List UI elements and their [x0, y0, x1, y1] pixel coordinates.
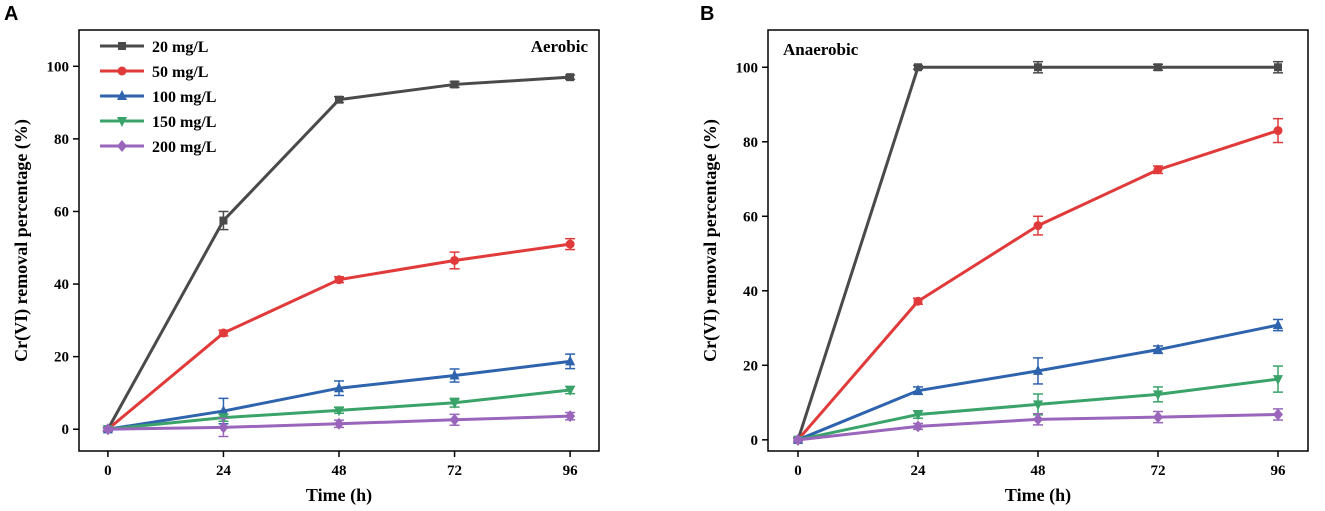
panel-a-data-point [450, 80, 459, 89]
panel-a-y-tick-label: 20 [54, 350, 69, 366]
panel-letter-b: B [700, 3, 714, 25]
panel-a-data-point [218, 328, 228, 338]
panel-a-x-tick-label: 0 [104, 463, 112, 479]
panel-b-x-tick-label: 96 [1271, 463, 1287, 479]
panel-a-y-tick-label: 80 [54, 132, 69, 148]
legend-label: 200 mg/L [152, 139, 216, 156]
panel-a-y-tick-label: 0 [62, 422, 70, 438]
panel-a-series-line [106, 242, 571, 431]
legend-marker [117, 117, 127, 127]
panel-a-data-point [219, 216, 228, 225]
panel-a-data-point [334, 382, 344, 393]
panel-a-x-tick-label: 24 [216, 463, 232, 479]
panel-a-y-tick-label: 60 [54, 204, 69, 220]
panel-b-data-point [1274, 63, 1282, 72]
panel-a-legend: 20 mg/L 50 mg/L 100 mg/L 150 mg/L 200 mg/L [100, 39, 216, 156]
panel-b-data-point [1034, 63, 1042, 72]
panel-b-data-point [1153, 343, 1163, 354]
panel-a-y-tick-label: 40 [54, 277, 69, 293]
panel-a-data-point [449, 413, 460, 426]
panel-b-data-point [913, 410, 923, 421]
panel-a-x-axis-title: Time (h) [306, 485, 372, 506]
panel-a-data-point [102, 423, 113, 436]
panel-b-data-point [1153, 411, 1163, 424]
panel-b-data-point [913, 296, 923, 306]
panel-b-y-axis-title: Cr(VI) removal percentage (%) [700, 119, 721, 362]
panel-b-data-point [793, 433, 803, 446]
chart-panel-a: 0 24 48 72 96 0 20 40 60 80 100 Time (h) Cr(VI) remo… [11, 29, 600, 506]
panel-b-data-point [913, 384, 923, 395]
panel-a-series-200mg-l [102, 410, 576, 438]
panel-a-data-point [449, 369, 460, 380]
panel-a-data-point [565, 386, 576, 397]
panel-a-y-tick-label: 100 [47, 59, 70, 75]
panel-a-x-tick-label: 72 [447, 463, 462, 479]
panel-b-x-tick-label: 24 [911, 463, 927, 479]
panel-a-data-point [334, 275, 344, 285]
panel-b-x-tick-label: 0 [794, 463, 802, 479]
panel-a-data-point [334, 406, 344, 417]
panel-b-data-point [1153, 390, 1163, 401]
panel-a-data-point [565, 355, 576, 366]
panel-b-y-tick-label: 100 [736, 60, 759, 76]
panel-a-data-point [449, 398, 460, 409]
legend-marker [117, 140, 127, 152]
panel-a-condition-label: Aerobic [531, 37, 589, 56]
panel-b-plot-frame [767, 29, 1309, 452]
panel-a-data-point [565, 410, 576, 423]
panel-a-data-point [334, 417, 344, 430]
panel-b-data-point [1033, 413, 1043, 426]
legend-label: 20 mg/L [152, 39, 208, 56]
panel-b-data-point [1033, 364, 1043, 375]
panel-b-x-tick-label: 72 [1151, 463, 1166, 479]
panel-a-data-point [218, 421, 229, 434]
panel-b-data-point [1033, 221, 1043, 231]
panel-b-condition-label: Anaerobic [783, 40, 859, 59]
panel-b-y-tick-label: 0 [751, 433, 759, 449]
panel-b-y-tick-label: 60 [743, 209, 758, 225]
panel-b-y-tick-label: 80 [743, 135, 758, 151]
panel-b-data-point [1273, 408, 1283, 421]
panel-a-series-50mg-l [102, 237, 576, 434]
panel-b-y-tick-label: 40 [743, 284, 758, 300]
panel-b-series-20mg-l [793, 60, 1283, 444]
panel-b-y-tick-label: 20 [743, 358, 758, 374]
panel-a-data-point [335, 95, 343, 104]
legend-label: 50 mg/L [152, 64, 208, 81]
panel-b-series-200mg-l [793, 408, 1283, 446]
panel-b-data-point [1153, 165, 1163, 175]
panel-a-data-point [565, 239, 575, 249]
legend-label: 150 mg/L [152, 114, 216, 131]
chart-panel-b: 0 24 48 72 96 0 20 40 60 80 100 Time (h) Cr(VI) remo… [700, 29, 1309, 506]
panel-b-data-point [1273, 375, 1283, 386]
legend-marker [117, 90, 127, 100]
panel-b-data-point [1033, 400, 1043, 411]
panel-a-data-point [566, 73, 575, 82]
panel-b-x-axis-title: Time (h) [1005, 485, 1071, 506]
panel-b-data-point [914, 63, 922, 72]
legend-marker [118, 42, 126, 50]
panel-a-data-point [450, 255, 460, 265]
panel-a-data-point [218, 405, 229, 416]
panel-b-data-point [1273, 319, 1283, 330]
panel-b-data-point [1273, 126, 1283, 136]
legend-label: 100 mg/L [152, 89, 216, 106]
panel-letter-a: A [4, 3, 18, 25]
panel-a-x-tick-label: 48 [332, 463, 347, 479]
legend-marker [117, 66, 127, 76]
panel-a-x-tick-label: 96 [563, 463, 579, 479]
panel-b-data-point [913, 420, 923, 433]
panel-b-data-point [1154, 63, 1162, 72]
panel-a-y-axis-title: Cr(VI) removal percentage (%) [11, 119, 32, 362]
panel-b-x-tick-label: 48 [1031, 463, 1046, 479]
